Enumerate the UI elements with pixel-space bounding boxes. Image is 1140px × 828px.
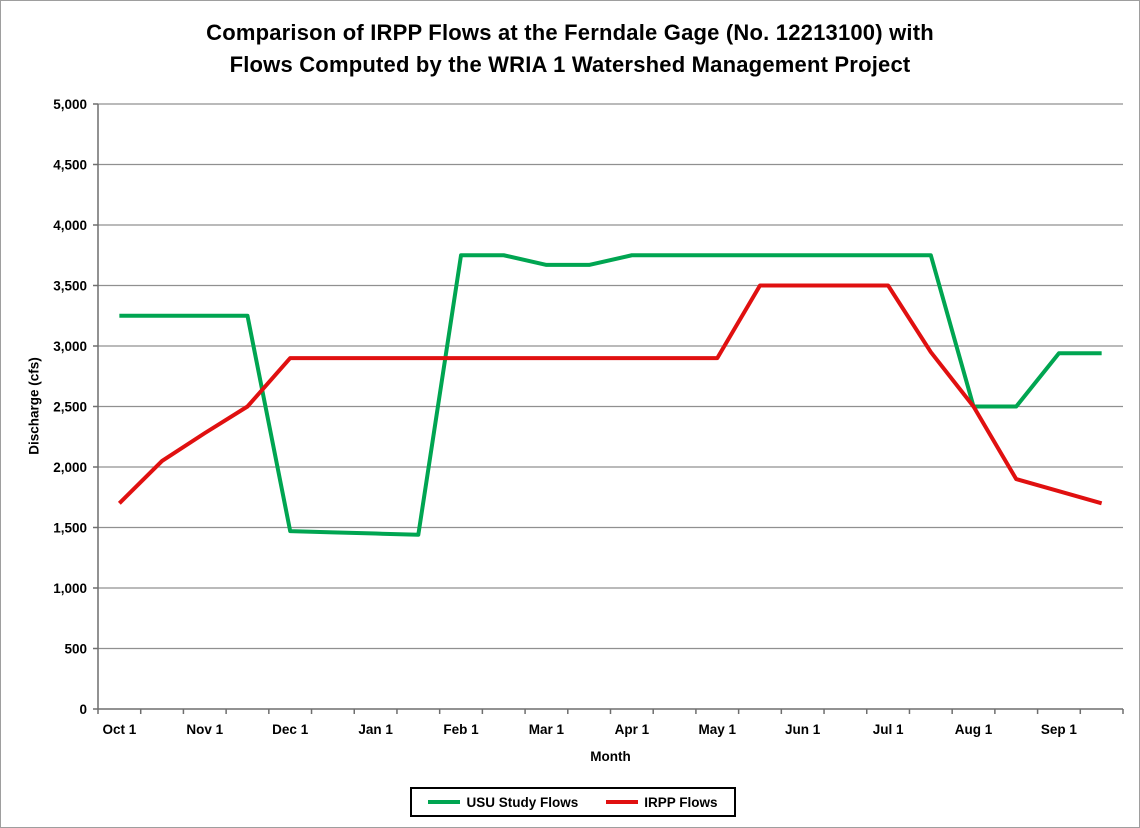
legend-label-usu-study-flows: USU Study Flows — [466, 794, 579, 810]
y-tick-label: 2,000 — [53, 460, 87, 475]
x-tick-label: Feb 1 — [443, 722, 479, 737]
y-axis-title: Discharge (cfs) — [26, 357, 42, 455]
x-tick-label: Aug 1 — [955, 722, 993, 737]
legend-entry-usu-study-flows: USU Study Flows — [428, 795, 578, 810]
irpp-flows-line-swatch-icon — [606, 800, 639, 804]
x-tick-label: Jan 1 — [358, 722, 393, 737]
y-tick-label: 2,500 — [53, 400, 87, 415]
y-tick-label: 4,000 — [53, 218, 87, 233]
legend: USU Study Flows IRPP Flows — [410, 787, 736, 817]
y-tick-label: 0 — [79, 702, 87, 717]
x-tick-label: Oct 1 — [102, 722, 136, 737]
x-tick-label: Dec 1 — [272, 722, 309, 737]
x-tick-label: Jul 1 — [873, 722, 904, 737]
x-tick-label: Sep 1 — [1041, 722, 1078, 737]
usu-study-flows-line-swatch-icon — [428, 800, 461, 804]
y-tick-label: 5,000 — [53, 97, 87, 112]
y-tick-label: 3,000 — [53, 339, 87, 354]
x-tick-label: Jun 1 — [785, 722, 821, 737]
y-tick-label: 1,500 — [53, 521, 87, 536]
x-tick-label: Nov 1 — [186, 722, 223, 737]
legend-label-irpp-flows: IRPP Flows — [644, 794, 718, 810]
x-tick-label: Mar 1 — [529, 722, 565, 737]
usu-study-flows-line — [119, 253, 1102, 537]
x-axis-title: Month — [590, 749, 631, 764]
chart-title-line1: Comparison of IRPP Flows at the Ferndale… — [206, 20, 934, 45]
y-tick-label: 500 — [64, 642, 87, 657]
x-tick-label: May 1 — [699, 722, 737, 737]
y-tick-label: 3,500 — [53, 279, 87, 294]
y-tick-label: 4,500 — [53, 158, 87, 173]
chart-title: Comparison of IRPP Flows at the Ferndale… — [1, 17, 1139, 81]
irpp-flows-line — [117, 283, 1103, 506]
x-tick-label: Apr 1 — [615, 722, 650, 737]
chart-title-line2: Flows Computed by the WRIA 1 Watershed M… — [229, 52, 911, 77]
y-tick-label: 1,000 — [53, 581, 87, 596]
legend-entry-irpp-flows: IRPP Flows — [606, 794, 718, 810]
